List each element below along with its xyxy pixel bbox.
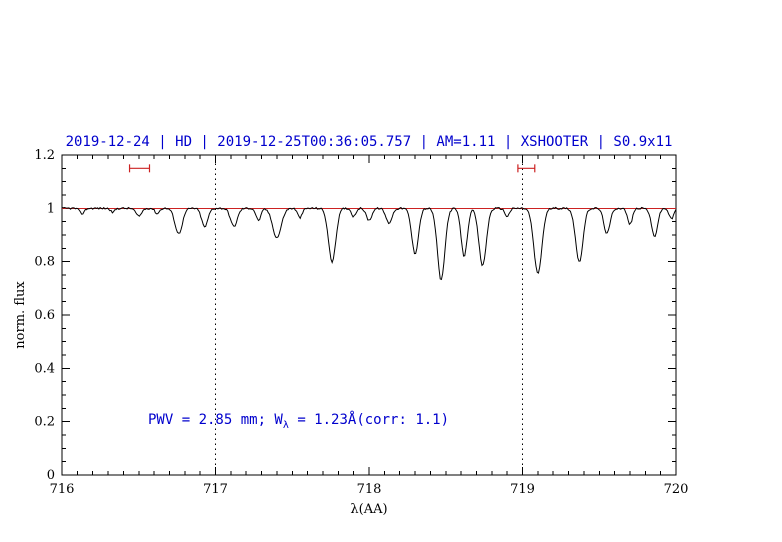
x-tick-label: 716 [50, 482, 75, 497]
x-tick-label: 720 [664, 482, 689, 497]
pwv-annotation-pre: PWV = 2.85 mm; W [148, 412, 283, 428]
pwv-annotation: PWV = 2.85 mm; Wλ = 1.23Å(corr: 1.1) [148, 412, 449, 431]
pwv-annotation-post: = 1.23Å(corr: 1.1) [288, 412, 450, 428]
y-tick-label: 0.6 [34, 308, 55, 323]
y-tick-label: 0.8 [34, 255, 55, 270]
line-range-marker [128, 164, 151, 173]
x-tick-label: 718 [357, 482, 382, 497]
y-tick-label: 0 [47, 468, 55, 483]
x-tick-label: 719 [510, 482, 535, 497]
y-tick-label: 0.2 [34, 415, 55, 430]
x-tick-label: 717 [203, 482, 228, 497]
y-tick-label: 1 [47, 201, 55, 216]
x-axis-label: λ(AA) [350, 502, 387, 517]
y-axis-label: norm. flux [13, 281, 28, 349]
y-tick-label: 0.4 [34, 361, 55, 376]
line-range-marker [517, 164, 536, 173]
pwv-annotation-lambda-sub: λ [282, 419, 289, 431]
figure-title: 2019-12-24 | HD | 2019-12-25T00:36:05.75… [65, 134, 673, 150]
tick-labels: 716 717 718 719 720 0 0.2 0.4 0.6 0.8 1 1.2 [34, 148, 688, 497]
spectrum-line [61, 206, 677, 281]
axes [61, 154, 677, 476]
y-tick-label: 1.2 [34, 148, 55, 163]
